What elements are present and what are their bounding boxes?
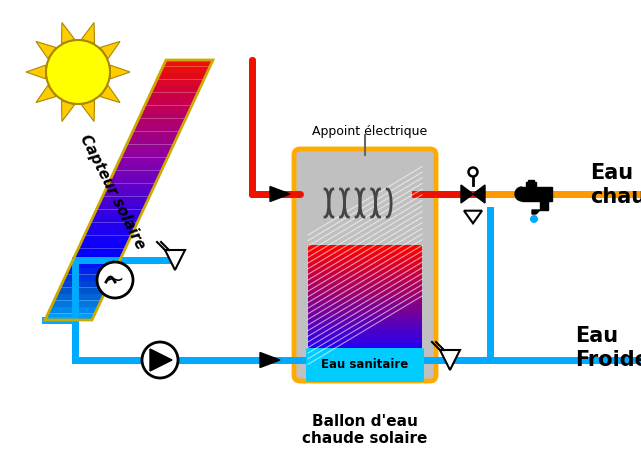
Polygon shape <box>45 313 95 320</box>
Polygon shape <box>57 288 107 294</box>
Text: Eau
Froide: Eau Froide <box>575 326 641 369</box>
Polygon shape <box>48 307 98 313</box>
Polygon shape <box>473 185 485 203</box>
Text: Capteur solaire: Capteur solaire <box>77 132 147 252</box>
Bar <box>308 344 422 351</box>
FancyBboxPatch shape <box>294 149 436 381</box>
Polygon shape <box>260 352 280 368</box>
Text: Eau sanitaire: Eau sanitaire <box>321 359 408 371</box>
Polygon shape <box>100 41 120 59</box>
Text: ~: ~ <box>106 270 124 290</box>
Circle shape <box>530 215 538 223</box>
Polygon shape <box>145 99 195 105</box>
Polygon shape <box>270 187 290 202</box>
Bar <box>308 291 422 298</box>
Polygon shape <box>127 138 177 144</box>
Polygon shape <box>163 60 213 66</box>
Polygon shape <box>78 242 128 249</box>
Bar <box>540 200 548 210</box>
Polygon shape <box>157 73 207 79</box>
Polygon shape <box>138 112 189 118</box>
Polygon shape <box>81 235 131 242</box>
Polygon shape <box>110 65 130 79</box>
Polygon shape <box>112 171 162 177</box>
Polygon shape <box>81 101 94 121</box>
Polygon shape <box>150 349 172 371</box>
Circle shape <box>469 167 478 177</box>
Polygon shape <box>90 216 140 222</box>
Bar <box>308 278 422 285</box>
Bar <box>308 251 422 259</box>
Polygon shape <box>100 86 120 102</box>
Bar <box>308 271 422 279</box>
Polygon shape <box>36 41 56 59</box>
Bar <box>308 258 422 266</box>
Polygon shape <box>106 183 156 190</box>
Polygon shape <box>26 65 46 79</box>
Polygon shape <box>72 255 122 261</box>
Bar <box>308 337 422 345</box>
Polygon shape <box>62 101 74 121</box>
Circle shape <box>46 40 110 104</box>
Polygon shape <box>154 79 204 86</box>
Bar <box>308 324 422 331</box>
Polygon shape <box>36 86 56 102</box>
Polygon shape <box>440 350 460 370</box>
Polygon shape <box>69 261 119 268</box>
Polygon shape <box>464 211 482 223</box>
Polygon shape <box>60 281 110 288</box>
Polygon shape <box>165 250 185 270</box>
Polygon shape <box>108 177 158 183</box>
Polygon shape <box>54 294 104 300</box>
Polygon shape <box>160 66 210 73</box>
Polygon shape <box>96 203 146 210</box>
Bar <box>308 330 422 338</box>
Bar <box>528 180 534 189</box>
Polygon shape <box>151 86 201 93</box>
Polygon shape <box>51 300 101 307</box>
Bar <box>308 304 422 312</box>
Bar <box>308 298 422 305</box>
Text: Eau
chaude: Eau chaude <box>590 164 641 207</box>
Text: Appoint électrique: Appoint électrique <box>312 125 428 138</box>
Bar <box>308 284 422 292</box>
Bar <box>308 311 422 318</box>
Polygon shape <box>124 144 174 151</box>
Polygon shape <box>75 249 125 255</box>
Polygon shape <box>63 274 113 281</box>
Polygon shape <box>85 229 135 235</box>
Polygon shape <box>66 268 116 274</box>
Bar <box>522 187 552 201</box>
Polygon shape <box>117 157 168 164</box>
Polygon shape <box>136 118 186 125</box>
Polygon shape <box>99 196 149 203</box>
Polygon shape <box>81 23 94 43</box>
Bar <box>526 182 536 187</box>
Circle shape <box>142 342 178 378</box>
Polygon shape <box>532 210 540 214</box>
Circle shape <box>97 262 133 298</box>
Polygon shape <box>129 132 179 138</box>
Bar <box>308 265 422 272</box>
Polygon shape <box>142 105 192 112</box>
Polygon shape <box>94 210 144 216</box>
Polygon shape <box>121 151 171 157</box>
Wedge shape <box>515 187 522 201</box>
Polygon shape <box>133 125 183 132</box>
Polygon shape <box>103 190 153 196</box>
Polygon shape <box>87 222 137 229</box>
Polygon shape <box>461 185 473 203</box>
FancyBboxPatch shape <box>306 348 424 382</box>
Polygon shape <box>62 23 74 43</box>
Bar <box>308 317 422 325</box>
Polygon shape <box>115 164 165 171</box>
Bar <box>308 245 422 252</box>
Text: Ballon d'eau
chaude solaire: Ballon d'eau chaude solaire <box>303 414 428 446</box>
Polygon shape <box>148 93 198 99</box>
